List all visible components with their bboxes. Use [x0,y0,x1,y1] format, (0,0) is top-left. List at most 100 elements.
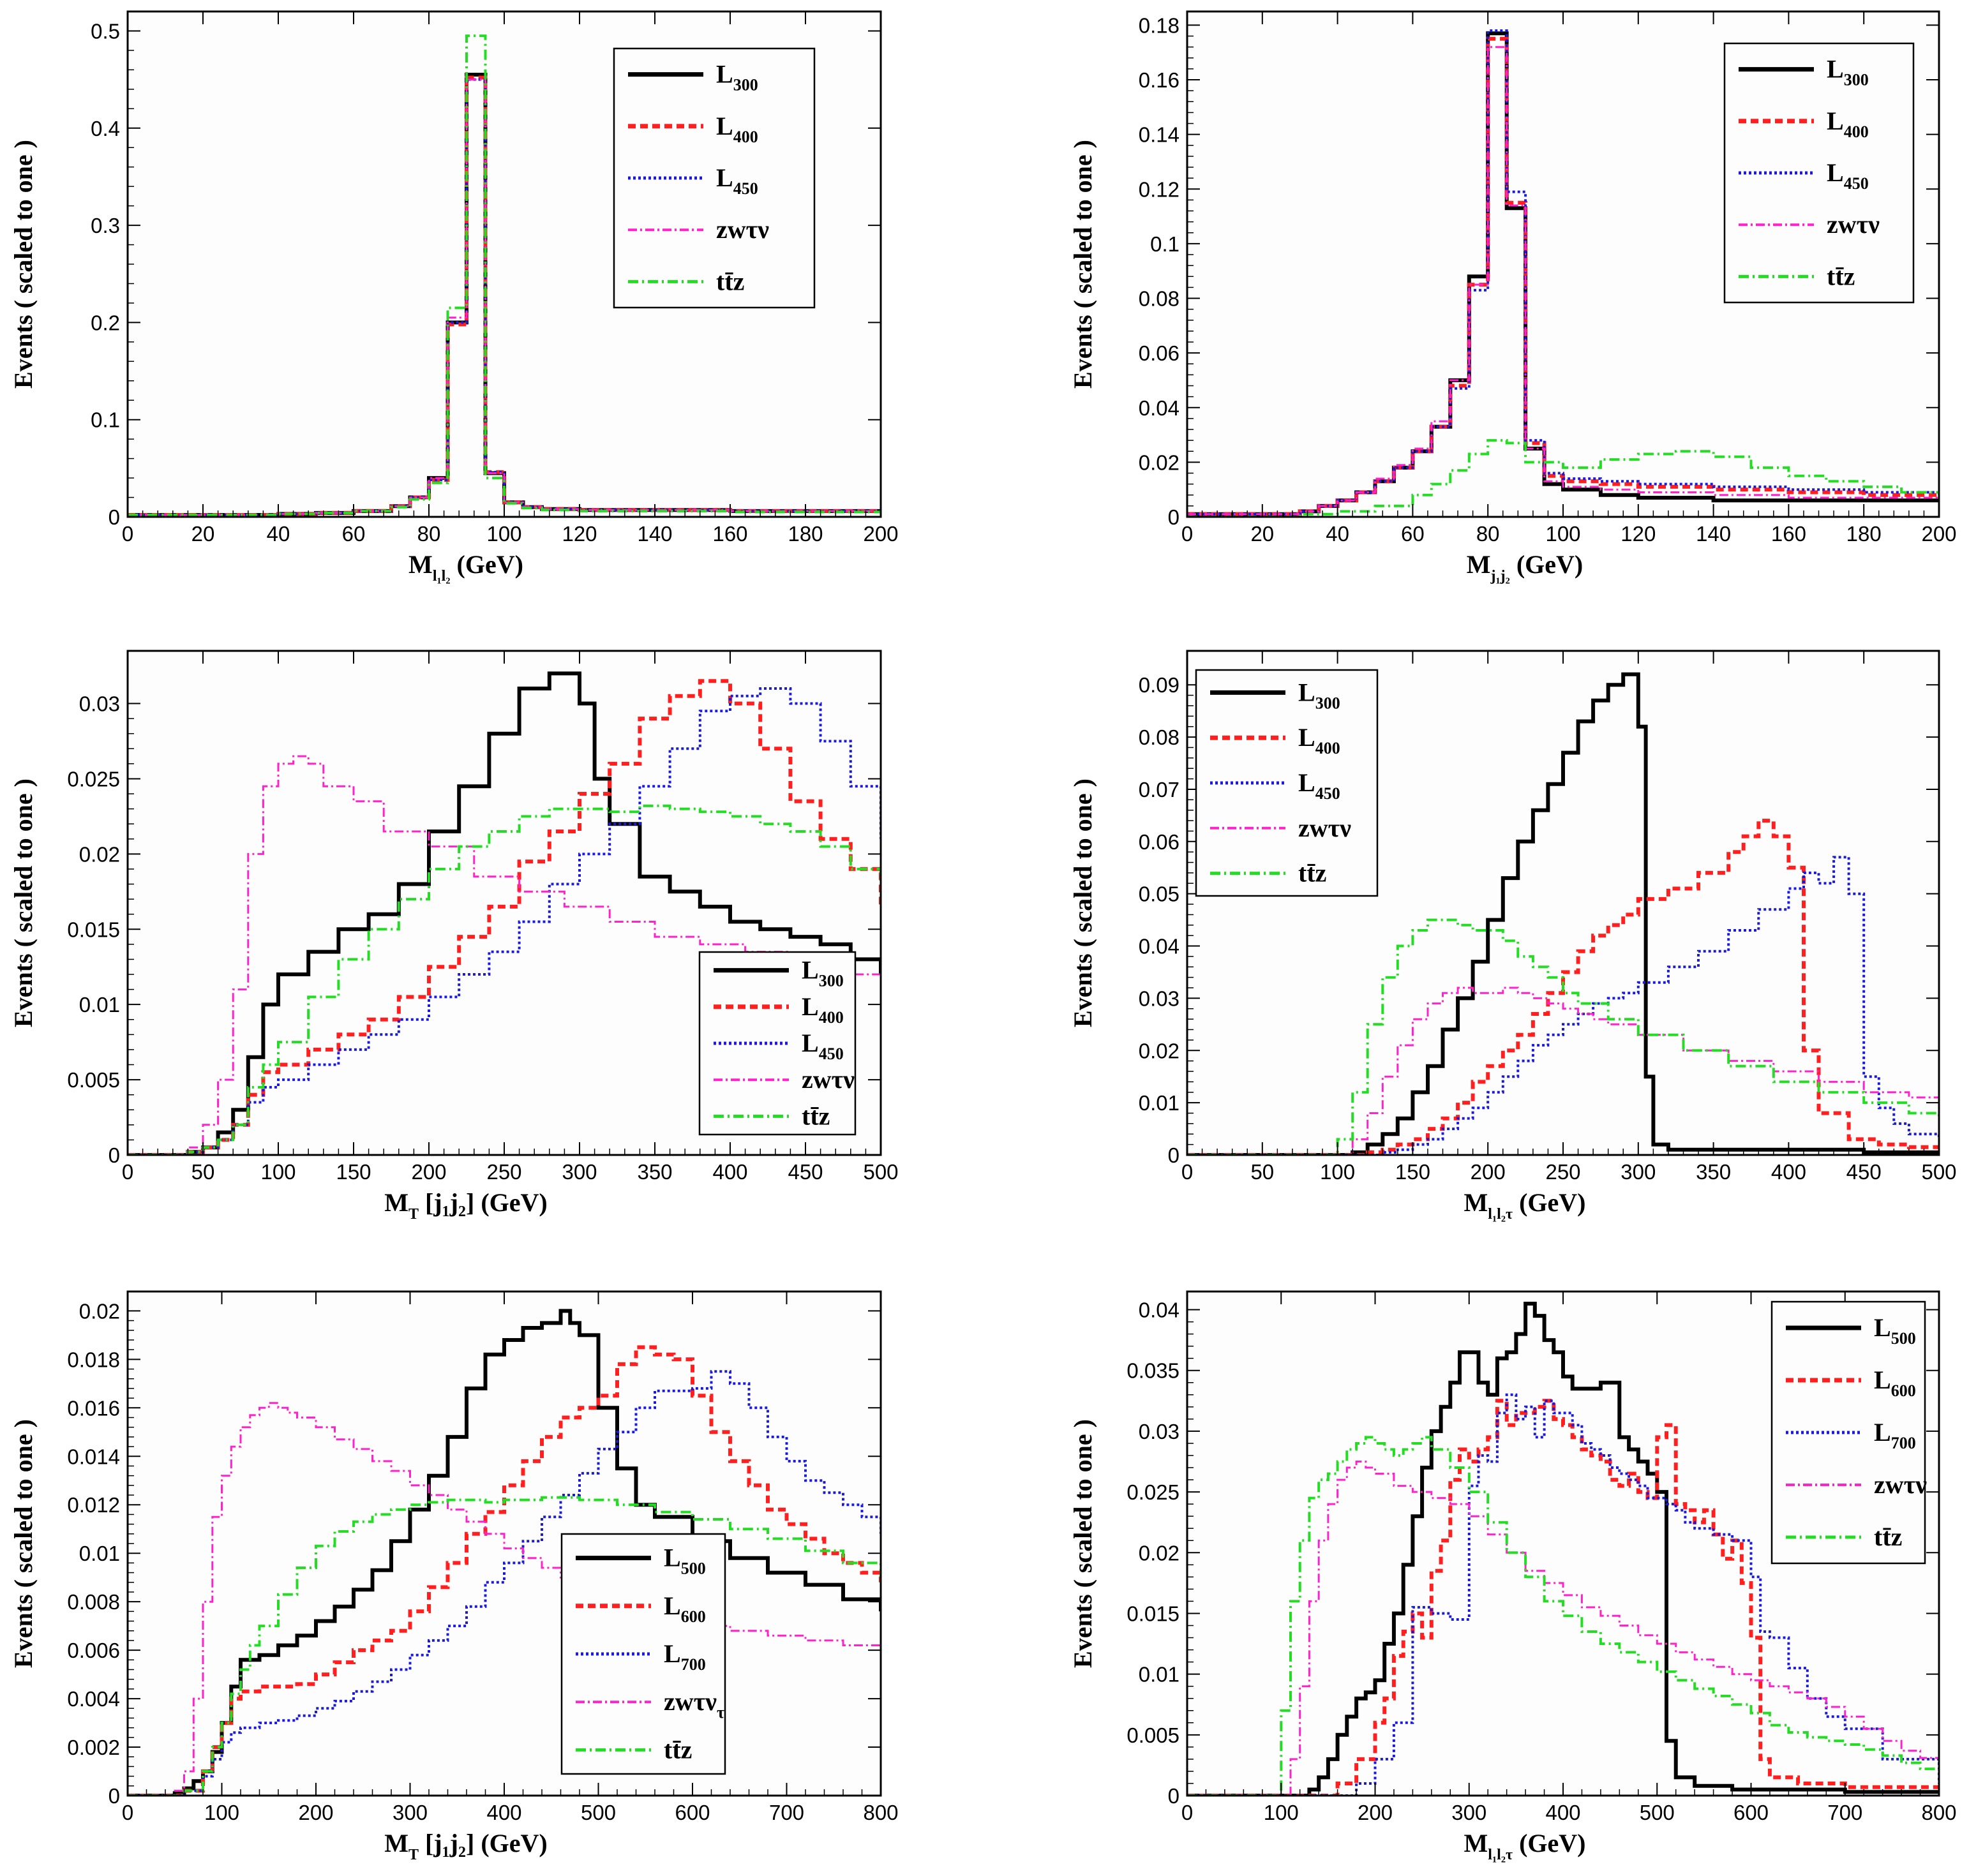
y-tick-label: 0.02 [1139,1039,1179,1062]
x-tick-label: 40 [1326,522,1349,546]
x-tick-label: 120 [1621,522,1656,546]
y-tick-label: 0.03 [1139,986,1179,1010]
legend-label-L600: L600 [664,1591,706,1626]
legend-label-zwtv: zwτν [1874,1470,1927,1499]
x-tick-label: 0 [122,522,133,546]
x-tick-label: 180 [788,522,823,546]
x-tick-label: 20 [1250,522,1274,546]
x-tick-label: 140 [1696,522,1731,546]
y-tick-label: 0.018 [67,1348,120,1371]
y-tick-label: 0.015 [67,918,120,941]
legend-label-L450: L450 [716,163,758,198]
y-tick-label: 0.1 [91,408,120,432]
series-line-zwtv [1187,986,1939,1155]
x-tick-label: 40 [267,522,290,546]
legend-box [613,47,816,309]
legend: L300 L400 L450 zwτν tt̄z [1195,669,1379,897]
x-tick-label: 350 [1696,1160,1731,1184]
series-group [1187,1302,1939,1796]
x-tick-label: 200 [1921,522,1956,546]
x-tick-label: 200 [298,1801,333,1824]
y-tick-label: 0.06 [1139,830,1179,854]
y-tick-label: 0.02 [1139,450,1179,474]
legend-label-L700: L700 [1874,1418,1916,1452]
y-tick-label: 0 [109,1143,120,1167]
x-tick-label: 100 [204,1801,239,1824]
x-tick-label: 160 [1771,522,1806,546]
y-tick-label: 0.02 [79,1299,120,1323]
y-tick-label: 0.006 [67,1639,120,1662]
chart-panel-6: 0 100 200 300 400 500 600 700 800 0 0.005 0.01 0.015… [1068,1290,1957,1863]
legend-label-L400: L400 [1827,107,1869,141]
series-line-L450 [1187,856,1939,1155]
x-tick-label: 200 [411,1160,446,1184]
x-tick-label: 450 [788,1160,823,1184]
legend-box [1723,42,1915,304]
y-tick-label: 0.014 [67,1445,120,1468]
x-axis-label: Ml₁l₂τ (GeV) [1464,1829,1586,1863]
y-tick-label: 0.008 [67,1590,120,1614]
legend-label-L450: L450 [802,1029,844,1063]
x-tick-label: 0 [122,1801,133,1824]
legend: L300 L400 L450 zwτν tt̄z [1723,42,1915,304]
series-line-ttz [1187,918,1939,1155]
legend-label-L500: L500 [1874,1313,1916,1348]
legend-box [1195,669,1379,897]
x-tick-label: 60 [342,522,366,546]
y-tick-label: 0.05 [1139,882,1179,906]
legend-label-L400: L400 [716,112,758,146]
x-tick-label: 350 [637,1160,672,1184]
y-tick-label: 0.002 [67,1736,120,1759]
x-axis-label: MT [j₁j₂] (GeV) [384,1829,547,1863]
y-axis-label: Events ( scaled to one ) [9,778,38,1027]
y-tick-label: 0.025 [67,767,120,791]
x-tick-label: 100 [1320,1160,1355,1184]
chart-panel-1: 0 20 40 60 80 100 120 140 160 180 200 0 0.1 0.2 0.3 0.4… [9,10,899,584]
x-tick-label: 0 [1181,1801,1193,1824]
y-tick-label: 0.08 [1139,287,1179,311]
x-tick-label: 300 [393,1801,428,1824]
y-tick-label: 0.5 [91,19,120,43]
series-line-L300 [128,671,881,1155]
y-tick-label: 0.08 [1139,726,1179,749]
legend: L300 L400 L450 zwτν tt̄z [613,47,816,309]
y-tick-label: 0.4 [91,117,120,140]
y-axis-label: Events ( scaled to one ) [1068,1419,1097,1668]
y-tick-label: 0.025 [1127,1480,1179,1504]
series-line-L600 [1187,1399,1939,1796]
x-tick-label: 100 [1264,1801,1299,1824]
x-tick-label: 700 [769,1801,804,1824]
legend-label-L450: L450 [1827,158,1869,193]
legend-label-L300: L300 [802,956,844,990]
legend-label-L400: L400 [1298,723,1340,757]
x-tick-label: 300 [562,1160,597,1184]
x-axis-label: Mj₁j₂ (GeV) [1467,550,1583,584]
legend-label-zwtv: zwτν [1827,210,1880,239]
y-tick-label: 0.04 [1139,935,1179,958]
series-line-L450 [1187,29,1939,516]
x-tick-label: 400 [712,1160,747,1184]
x-tick-label: 250 [486,1160,521,1184]
legend: L500 L600 L700 zwτντ tt̄z [560,1533,726,1775]
y-tick-label: 0.09 [1139,673,1179,697]
y-axis-label: Events ( scaled to one ) [1068,140,1097,389]
y-axis-label: Events ( scaled to one ) [9,140,38,389]
x-tick-label: 80 [1476,522,1500,546]
x-tick-label: 400 [486,1801,521,1824]
y-tick-label: 0.12 [1139,177,1179,201]
y-tick-label: 0.07 [1139,778,1179,801]
series-line-ttz [128,34,881,516]
x-tick-label: 800 [1921,1801,1956,1824]
y-tick-label: 0 [109,505,120,529]
y-tick-label: 0.01 [79,1542,120,1565]
x-tick-label: 500 [1921,1160,1956,1184]
legend-label-zwtv: zwτν [802,1065,855,1094]
y-tick-label: 0.06 [1139,341,1179,365]
series-group [1187,29,1939,517]
x-tick-label: 300 [1451,1801,1486,1824]
x-tick-label: 0 [122,1160,133,1184]
legend-label-ttz: tt̄z [664,1735,692,1764]
x-axis-label: MT [j₁j₂] (GeV) [384,1188,547,1223]
legend-label-ttz: tt̄z [716,267,744,295]
y-tick-label: 0.18 [1139,13,1179,37]
